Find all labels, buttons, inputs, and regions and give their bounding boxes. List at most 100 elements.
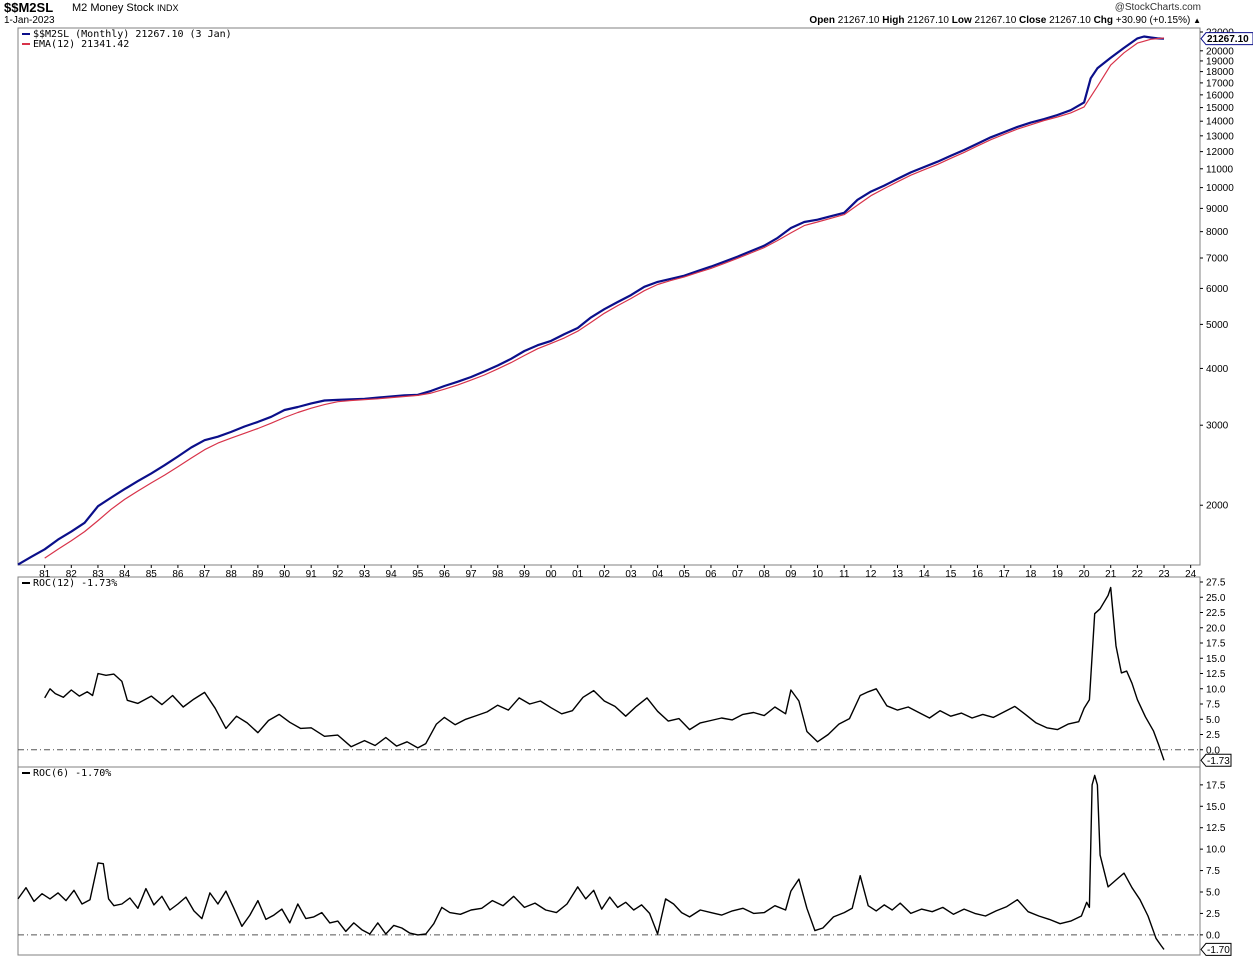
x-tick-label-16: 16	[972, 569, 984, 580]
x-tick-label-00: 00	[545, 569, 557, 580]
y-tick-label-2-2: 5.0	[1206, 715, 1220, 726]
chg-label: Chg	[1093, 15, 1114, 26]
y-tick-label-1-10: 12000	[1206, 147, 1234, 158]
y-tick-label-1-2: 4000	[1206, 364, 1229, 375]
y-tick-label-1-17: 19000	[1206, 56, 1234, 67]
y-tick-label-1-1: 3000	[1206, 421, 1229, 432]
y-tick-label-2-4: 10.0	[1206, 684, 1226, 695]
x-tick-label-12: 12	[865, 569, 877, 580]
open-label: Open	[809, 15, 835, 26]
x-tick-label-89: 89	[252, 569, 264, 580]
x-tick-label-88: 88	[226, 569, 238, 580]
y-tick-label-1-12: 14000	[1206, 117, 1234, 128]
panel-frame-3	[17, 766, 1201, 956]
x-tick-label-05: 05	[679, 569, 691, 580]
y-tick-label-3-7: 17.5	[1206, 780, 1226, 791]
y-tick-label-1-7: 9000	[1206, 204, 1229, 215]
x-tick-label-90: 90	[279, 569, 291, 580]
y-tick-label-1-3: 5000	[1206, 320, 1229, 331]
y-tick-label-2-6: 15.0	[1206, 654, 1226, 665]
x-tick-label-96: 96	[439, 569, 451, 580]
high-label: High	[882, 15, 905, 26]
symbol: $$M2SL	[4, 0, 54, 15]
y-tick-label-3-2: 5.0	[1206, 888, 1220, 899]
y-tick-label-1-9: 11000	[1206, 164, 1234, 175]
x-tick-label-24: 24	[1185, 569, 1197, 580]
x-tick-label-02: 02	[599, 569, 611, 580]
x-tick-label-06: 06	[705, 569, 717, 580]
ohlc-line: Open 21267.10 High 21267.10 Low 21267.10…	[809, 15, 1201, 26]
y-tick-label-1-0: 2000	[1206, 501, 1229, 512]
x-tick-label-11: 11	[839, 569, 850, 580]
x-tick-label-82: 82	[66, 569, 78, 580]
y-tick-label-1-13: 15000	[1206, 103, 1234, 114]
series-line-roc6	[17, 774, 1165, 950]
x-tick-label-03: 03	[625, 569, 637, 580]
low-label: Low	[951, 15, 972, 26]
x-tick-label-94: 94	[386, 569, 398, 580]
legend-entry-1-0: $$M2SL (Monthly) 21267.10 (3 Jan)	[33, 29, 232, 40]
x-tick-label-92: 92	[332, 569, 344, 580]
y-tick-label-3-0: 0.0	[1206, 930, 1220, 941]
y-tick-label-3-1: 2.5	[1206, 909, 1220, 920]
x-tick-label-08: 08	[759, 569, 771, 580]
x-tick-label-86: 86	[172, 569, 184, 580]
y-tick-label-2-10: 25.0	[1206, 593, 1226, 604]
panel-frame-1	[17, 27, 1201, 566]
x-tick-label-91: 91	[306, 569, 318, 580]
close-value: 21267.10	[1049, 15, 1091, 26]
y-tick-label-1-11: 13000	[1206, 131, 1234, 142]
x-tick-label-20: 20	[1079, 569, 1091, 580]
x-tick-label-18: 18	[1025, 569, 1037, 580]
x-tick-label-83: 83	[92, 569, 104, 580]
x-tick-label-07: 07	[732, 569, 744, 580]
x-tick-label-04: 04	[652, 569, 664, 580]
panel-frame-2	[17, 576, 1201, 768]
y-tick-label-1-6: 8000	[1206, 227, 1229, 238]
y-tick-label-1-5: 7000	[1206, 253, 1229, 264]
last-value-label-3: -1.70	[1207, 945, 1230, 956]
watermark: @StockCharts.com	[1114, 2, 1201, 13]
last-value-label-2: -1.73	[1207, 756, 1230, 767]
x-tick-label-99: 99	[519, 569, 531, 580]
last-value-label-1: 21267.10	[1207, 34, 1249, 45]
y-tick-label-1-16: 18000	[1206, 67, 1234, 78]
y-tick-label-2-7: 17.5	[1206, 639, 1226, 650]
y-tick-label-1-8: 10000	[1206, 183, 1234, 194]
x-tick-label-01: 01	[572, 569, 584, 580]
legend-entry-3-0: ROC(6) -1.70%	[33, 768, 111, 779]
x-tick-label-98: 98	[492, 569, 504, 580]
security-name: M2 Money Stock	[72, 2, 154, 14]
y-tick-label-2-9: 22.5	[1206, 608, 1226, 619]
x-tick-label-23: 23	[1158, 569, 1170, 580]
x-tick-label-13: 13	[892, 569, 904, 580]
x-tick-label-97: 97	[466, 569, 478, 580]
y-tick-label-2-3: 7.5	[1206, 700, 1220, 711]
y-tick-label-2-8: 20.0	[1206, 623, 1226, 634]
y-tick-label-1-4: 6000	[1206, 284, 1229, 295]
x-tick-label-09: 09	[785, 569, 797, 580]
legend-entry-1-1: EMA(12) 21341.42	[33, 39, 129, 50]
close-label: Close	[1019, 15, 1047, 26]
x-tick-label-85: 85	[146, 569, 158, 580]
series-line-m2sl	[17, 35, 1165, 566]
last-value-box-1	[1200, 32, 1253, 46]
last-value-box-2	[1200, 753, 1232, 767]
x-tick-label-19: 19	[1052, 569, 1064, 580]
series-line-ema12	[44, 37, 1165, 559]
y-tick-label-3-4: 10.0	[1206, 845, 1226, 856]
series-line-roc12	[44, 586, 1165, 761]
x-tick-label-17: 17	[999, 569, 1011, 580]
last-value-box-3	[1200, 942, 1232, 956]
chg-value: +30.90 (+0.15%)	[1115, 15, 1191, 26]
y-tick-label-3-3: 7.5	[1206, 866, 1220, 877]
y-tick-label-2-5: 12.5	[1206, 669, 1226, 680]
y-tick-label-1-14: 16000	[1206, 90, 1234, 101]
y-tick-label-2-1: 2.5	[1206, 730, 1220, 741]
y-tick-label-2-11: 27.5	[1206, 578, 1226, 589]
x-tick-label-15: 15	[945, 569, 957, 580]
high-value: 21267.10	[907, 15, 949, 26]
x-tick-label-21: 21	[1105, 569, 1117, 580]
x-tick-label-10: 10	[812, 569, 824, 580]
